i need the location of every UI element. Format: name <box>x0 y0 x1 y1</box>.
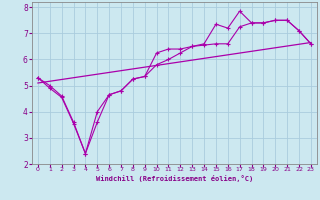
X-axis label: Windchill (Refroidissement éolien,°C): Windchill (Refroidissement éolien,°C) <box>96 175 253 182</box>
